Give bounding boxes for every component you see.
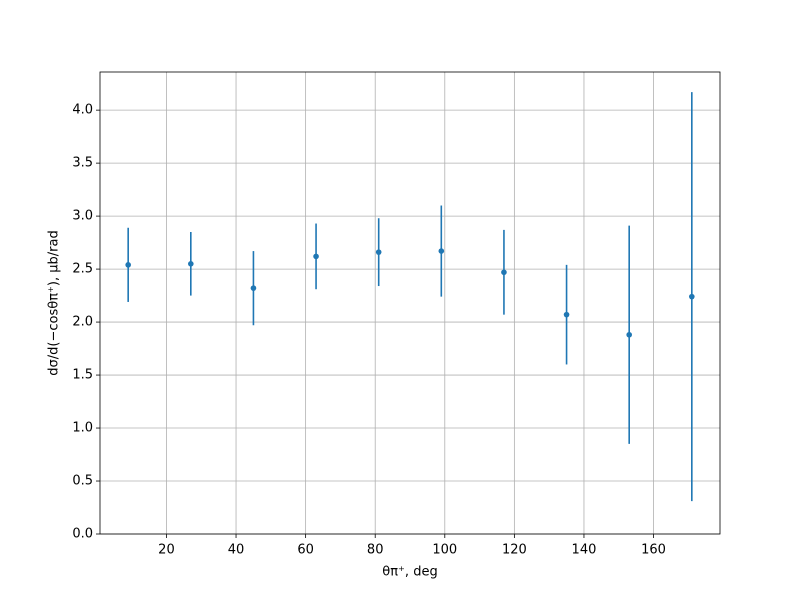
data-point xyxy=(438,248,445,254)
y-tick-label: 1.5 xyxy=(72,368,93,383)
x-tick-label: 60 xyxy=(297,543,314,558)
data-point xyxy=(125,262,131,268)
data-point xyxy=(563,311,570,318)
x-tick-label: 20 xyxy=(158,543,175,558)
y-tick-label: 1.0 xyxy=(72,421,93,436)
x-tick-label: 100 xyxy=(432,543,457,558)
data-point xyxy=(689,293,695,300)
x-tick-label: 140 xyxy=(572,543,597,558)
data-point xyxy=(375,249,382,255)
x-axis-label: θπ⁺, deg xyxy=(382,565,437,580)
y-tick-label: 3.5 xyxy=(72,156,93,171)
data-point xyxy=(313,253,319,260)
x-tick-label: 160 xyxy=(641,543,666,558)
data-point xyxy=(626,331,632,338)
y-tick-label: 3.0 xyxy=(72,209,93,224)
y-axis-label: dσ/d(−cosθπ⁺), μb/rad xyxy=(47,230,62,375)
data-point xyxy=(250,285,257,291)
y-tick-label: 2.5 xyxy=(72,262,93,277)
y-tick-label: 0.0 xyxy=(72,527,93,542)
y-tick-label: 2.0 xyxy=(72,315,93,330)
x-tick-label: 80 xyxy=(367,543,384,558)
y-tick-label: 0.5 xyxy=(72,474,93,489)
x-tick-label: 40 xyxy=(228,543,245,558)
x-tick-label: 120 xyxy=(502,543,527,558)
data-point xyxy=(188,260,194,267)
plot-frame xyxy=(99,71,721,535)
y-tick-label: 4.0 xyxy=(72,103,93,118)
data-point xyxy=(501,269,507,276)
